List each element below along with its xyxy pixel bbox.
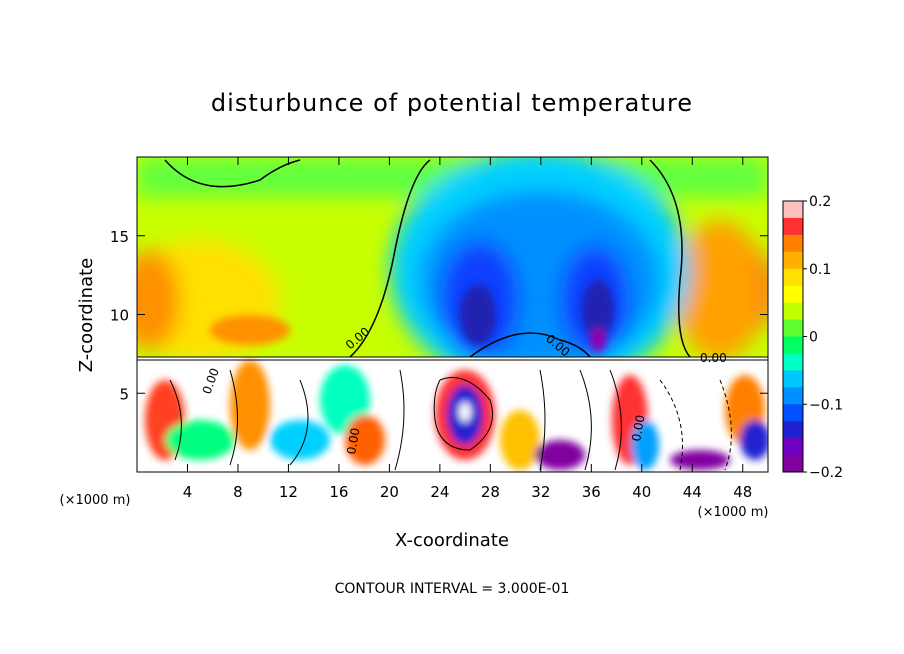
colorbar-swatch — [783, 268, 803, 287]
colorbar-swatch — [783, 455, 803, 473]
colorbar-tick-label: 0.2 — [809, 194, 831, 210]
colorbar-tick-label: 0 — [809, 330, 818, 346]
colorbar-swatch — [783, 353, 803, 371]
contour-label: 0.00 — [629, 414, 647, 443]
x-tick-label: 16 — [329, 483, 348, 501]
x-tick-label: 32 — [531, 483, 550, 501]
y-tick-label: 15 — [110, 228, 129, 246]
x-tick-label: 48 — [733, 483, 752, 501]
y-tick-label: 10 — [110, 307, 129, 325]
x-tick-label: 4 — [183, 483, 193, 501]
x-tick-label: 28 — [481, 483, 500, 501]
x-axis-label: X-coordinate — [395, 530, 509, 551]
y-axis: 5 10 15 — [110, 228, 768, 403]
colorbar-swatch — [783, 404, 803, 422]
x-tick-label: 24 — [430, 483, 449, 501]
colorbar-swatch — [783, 438, 803, 456]
colorbar: 0.2 0.1 0 −0.1 −0.2 — [782, 194, 843, 481]
contour-label: 0.00 — [344, 427, 362, 456]
colorbar-swatch — [783, 217, 803, 236]
x-tick-label: 12 — [279, 483, 298, 501]
colorbar-tick-label: −0.2 — [809, 465, 843, 481]
colorbar-swatch — [783, 251, 803, 270]
colorbar-swatch — [783, 370, 803, 388]
plot-area: 0.00 0.00 0.00 0.00 0.00 0.00 — [137, 157, 768, 472]
contour-label: 0.00 — [700, 351, 727, 365]
x-tick-label: 44 — [683, 483, 702, 501]
chart-title: disturbunce of potential temperature — [211, 89, 693, 117]
colorbar-swatch — [783, 336, 803, 354]
colorbar-swatch — [783, 421, 803, 439]
colorbar-swatch — [783, 302, 803, 321]
colorbar-tick-label: −0.1 — [809, 397, 843, 413]
x-tick-label: 36 — [582, 483, 601, 501]
x-axis: 4 8 12 16 20 24 28 32 36 40 44 48 — [183, 157, 752, 501]
x-tick-label: 20 — [380, 483, 399, 501]
x-unit-label-right: (×1000 m) — [698, 505, 769, 520]
x-tick-label: 40 — [632, 483, 651, 501]
x-tick-label: 8 — [233, 483, 243, 501]
contour-interval-annotation: CONTOUR INTERVAL = 3.000E-01 — [335, 581, 570, 597]
colorbar-swatch — [783, 234, 803, 253]
colorbar-tick-label: 0.1 — [809, 262, 831, 278]
colorbar-swatch — [783, 387, 803, 405]
y-tick-label: 5 — [119, 385, 129, 403]
x-unit-label: (×1000 m) — [60, 493, 131, 508]
colorbar-swatch — [783, 319, 803, 337]
colorbar-swatch — [783, 285, 803, 304]
y-axis-label: Z-coordinate — [76, 258, 97, 373]
colorbar-swatch — [783, 201, 803, 219]
